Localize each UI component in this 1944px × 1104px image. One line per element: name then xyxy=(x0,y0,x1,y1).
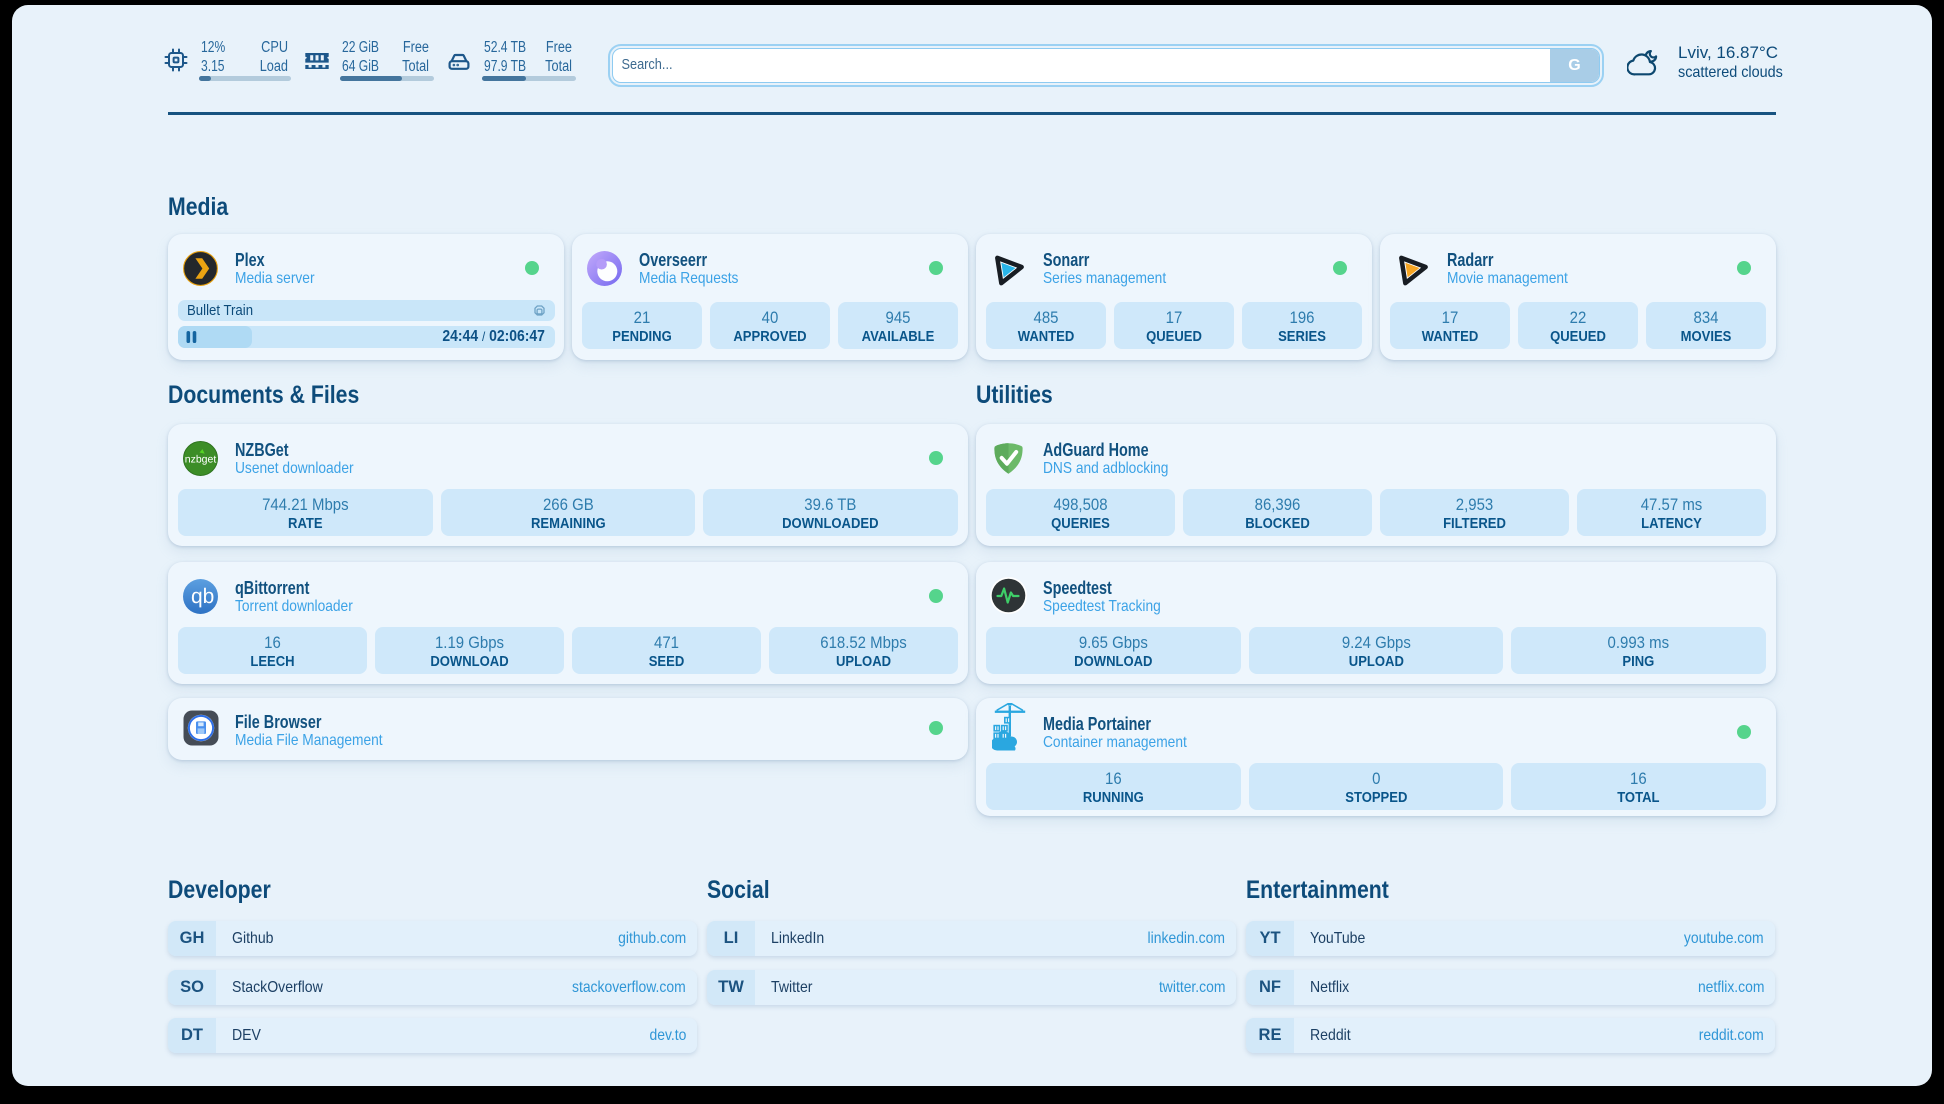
svg-text:qb: qb xyxy=(191,585,214,608)
svg-text:nzbget: nzbget xyxy=(185,454,217,466)
